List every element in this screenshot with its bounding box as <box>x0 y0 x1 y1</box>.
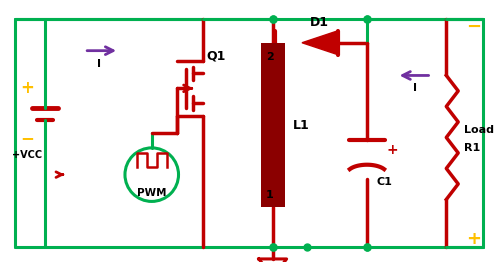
FancyBboxPatch shape <box>261 43 284 207</box>
Text: +: + <box>466 230 481 248</box>
Text: −: − <box>466 18 481 36</box>
Text: R1: R1 <box>464 143 480 153</box>
Text: Load: Load <box>464 125 494 135</box>
Text: +VCC: +VCC <box>12 150 42 160</box>
Text: C1: C1 <box>377 176 393 186</box>
Text: L1: L1 <box>292 119 310 132</box>
Text: +: + <box>387 143 398 157</box>
Polygon shape <box>302 31 338 55</box>
Text: 1: 1 <box>266 190 274 200</box>
Text: −: − <box>20 129 34 147</box>
Text: +: + <box>20 79 34 97</box>
Text: I: I <box>412 83 416 93</box>
Text: D1: D1 <box>310 16 330 29</box>
Text: PWM: PWM <box>137 189 166 199</box>
Text: I: I <box>97 59 101 69</box>
Text: 2: 2 <box>266 52 274 62</box>
Text: Q1: Q1 <box>206 49 226 62</box>
